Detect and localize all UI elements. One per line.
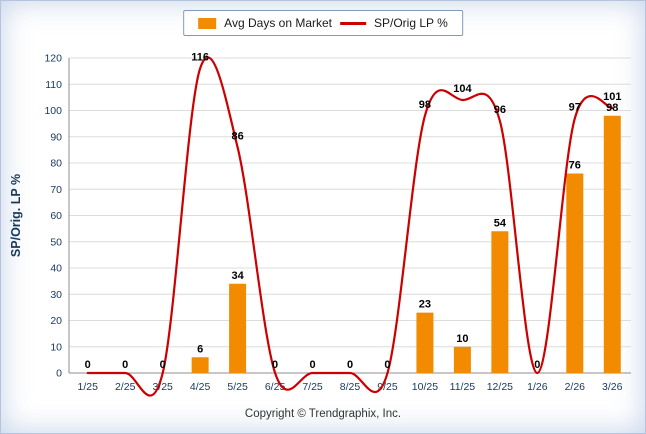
bar-value-label: 54 [494,217,507,229]
svg-text:110: 110 [45,79,62,91]
copyright-text: Copyright © Trendgraphix, Inc. [244,408,402,420]
svg-text:12/25: 12/25 [487,381,513,393]
bar-4/25 [191,357,209,373]
svg-text:7/25: 7/25 [302,381,323,393]
bar-value-label: 0 [85,359,91,371]
svg-text:70: 70 [50,184,62,196]
svg-text:20: 20 [50,315,62,327]
data-labels: 0 0 0 6 34 0 0 0 0 23 10 54 0 76 98 116 86 98 104 96 97 101 [85,52,622,372]
sp-orig-lp-line [86,56,614,397]
svg-text:60: 60 [50,210,62,222]
svg-text:90: 90 [50,131,62,143]
gridlines [68,57,631,374]
svg-text:3/26: 3/26 [602,381,623,393]
svg-text:1/25: 1/25 [78,381,99,393]
bar-10/25 [416,312,434,373]
svg-text:80: 80 [50,158,62,170]
svg-text:0: 0 [56,368,62,380]
svg-text:SP/Orig. LP %: SP/Orig. LP % [9,174,23,257]
svg-text:4/25: 4/25 [190,381,211,393]
bar-2/26 [566,173,584,373]
line-value-label: 96 [494,104,506,116]
line-value-label: 116 [191,52,209,64]
svg-text:5/25: 5/25 [227,381,248,393]
legend-bar-swatch-icon [198,17,217,29]
bar-value-label: 0 [160,359,166,371]
y-axis-title: SP/Orig. LP % [9,174,23,257]
line-value-label: 104 [453,83,472,95]
svg-text:2/26: 2/26 [565,381,586,393]
bar-value-label: 0 [347,359,353,371]
bar-3/26 [603,115,621,373]
legend-line-label: SP/Orig LP % [374,16,448,30]
bar-value-label: 0 [384,359,390,371]
line-value-label: 86 [231,130,243,142]
legend-line-swatch-icon [340,21,367,25]
x-axis-labels: 1/25 2/25 3/25 4/25 5/25 6/25 7/25 8/25 9/25 10/2… [78,381,623,393]
svg-text:10/25: 10/25 [412,381,438,393]
svg-text:120: 120 [44,53,62,65]
bar-value-label: 6 [197,343,203,355]
bar-value-label: 0 [534,359,540,371]
svg-text:8/25: 8/25 [340,381,361,393]
svg-text:2/25: 2/25 [115,381,136,393]
svg-text:10: 10 [50,341,62,353]
bar-value-label: 10 [456,333,468,345]
y-axis-labels: 0 10 20 30 40 50 60 70 80 90 100 110 120 [44,53,62,380]
bar-value-label: 98 [606,102,618,114]
bar-value-label: 76 [569,160,581,172]
svg-text:11/25: 11/25 [450,381,476,393]
legend-bar-label: Avg Days on Market [224,16,333,30]
bar-value-label: 0 [309,359,315,371]
bar-value-label: 23 [419,299,431,311]
bar-value-label: 34 [231,270,244,282]
legend: Avg Days on Market SP/Orig LP % [183,10,463,36]
line-value-label: 98 [419,99,431,111]
svg-text:30: 30 [50,289,62,301]
trend-line [86,56,614,397]
bar-5/25 [229,283,247,373]
svg-text:50: 50 [50,236,62,248]
bar-11/25 [453,346,471,373]
line-value-label: 97 [569,101,581,113]
line-value-label: 101 [603,91,621,103]
bar-value-label: 0 [272,359,278,371]
svg-text:1/26: 1/26 [527,381,548,393]
svg-text:100: 100 [44,105,62,117]
bars [191,115,621,373]
bar-value-label: 0 [122,359,128,371]
bar-12/25 [491,231,509,373]
svg-text:9/25: 9/25 [377,381,398,393]
svg-text:40: 40 [50,263,62,275]
